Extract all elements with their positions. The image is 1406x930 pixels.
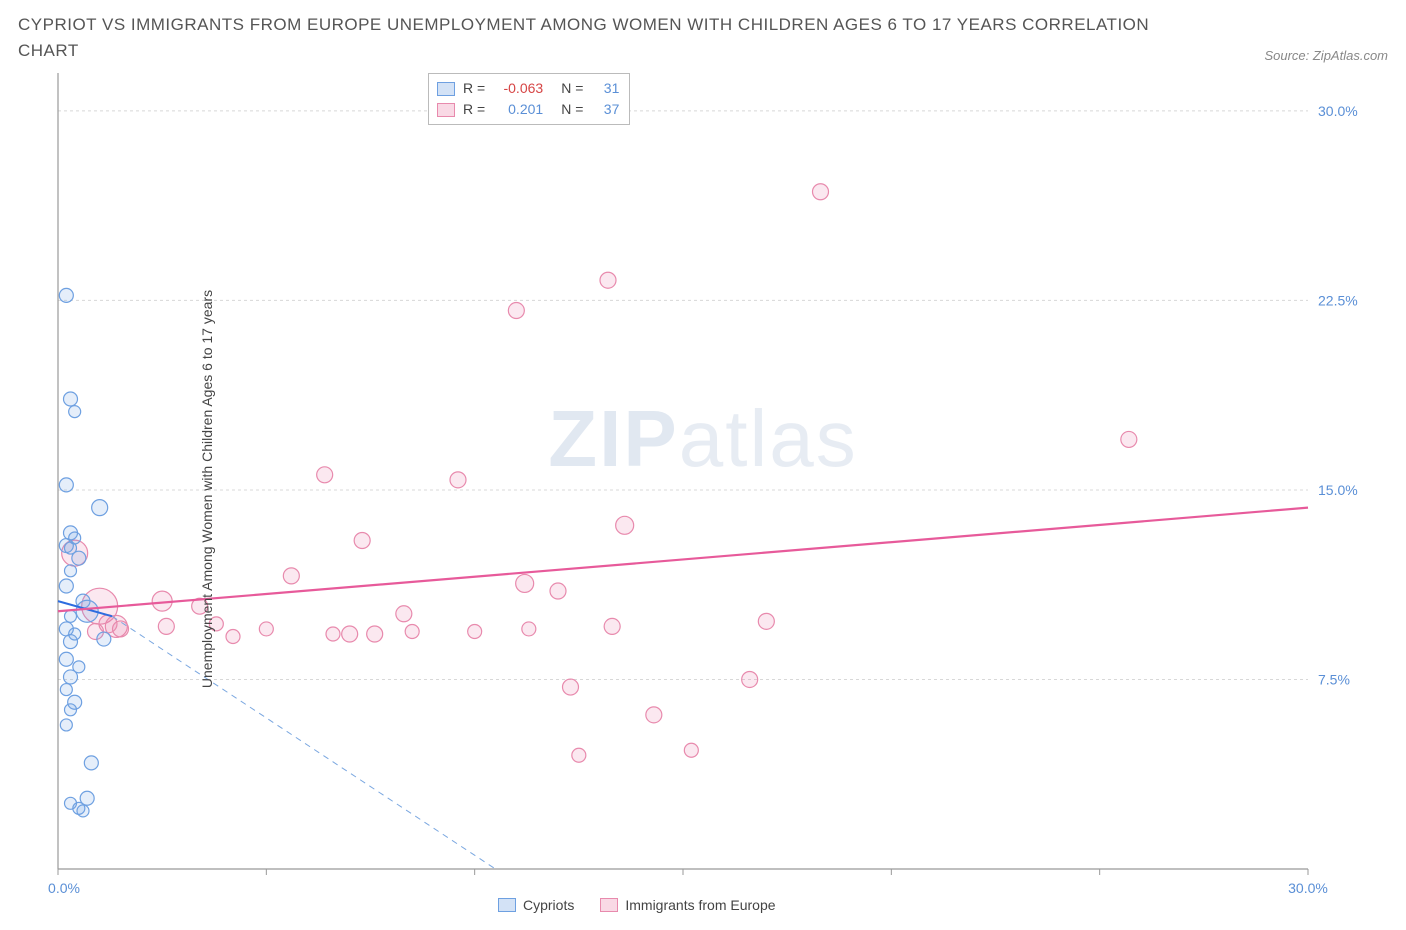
- swatch-pink-icon: [437, 103, 455, 117]
- legend-row-pink: R = 0.201 N = 37: [437, 99, 619, 120]
- swatch-blue-icon: [498, 898, 516, 912]
- legend-label: Immigrants from Europe: [625, 897, 775, 913]
- svg-text:15.0%: 15.0%: [1318, 482, 1358, 498]
- n-label: N =: [561, 99, 583, 120]
- scatter-plot: 7.5% 15.0% 22.5% 30.0% 0.0% 30.0%: [18, 69, 1378, 909]
- r-label: R =: [463, 78, 485, 99]
- chart-title: CYPRIOT VS IMMIGRANTS FROM EUROPE UNEMPL…: [18, 12, 1168, 63]
- y-axis-label: Unemployment Among Women with Children A…: [199, 290, 215, 688]
- legend-item-cypriots: Cypriots: [498, 897, 574, 913]
- r-label: R =: [463, 99, 485, 120]
- correlation-legend: R = -0.063 N = 31 R = 0.201 N = 37: [428, 73, 630, 125]
- source-attribution: Source: ZipAtlas.com: [1264, 48, 1388, 63]
- chart-container: Unemployment Among Women with Children A…: [18, 69, 1388, 909]
- svg-text:7.5%: 7.5%: [1318, 671, 1350, 687]
- n-value-pink: 37: [591, 99, 619, 120]
- svg-text:0.0%: 0.0%: [48, 880, 80, 896]
- svg-text:30.0%: 30.0%: [1318, 103, 1358, 119]
- legend-item-immigrants: Immigrants from Europe: [600, 897, 775, 913]
- legend-label: Cypriots: [523, 897, 574, 913]
- n-label: N =: [561, 78, 583, 99]
- r-value-blue: -0.063: [493, 78, 543, 99]
- n-value-blue: 31: [591, 78, 619, 99]
- r-value-pink: 0.201: [493, 99, 543, 120]
- legend-row-blue: R = -0.063 N = 31: [437, 78, 619, 99]
- series-legend: Cypriots Immigrants from Europe: [498, 897, 776, 913]
- swatch-pink-icon: [600, 898, 618, 912]
- svg-text:30.0%: 30.0%: [1288, 880, 1328, 896]
- swatch-blue-icon: [437, 82, 455, 96]
- svg-text:22.5%: 22.5%: [1318, 292, 1358, 308]
